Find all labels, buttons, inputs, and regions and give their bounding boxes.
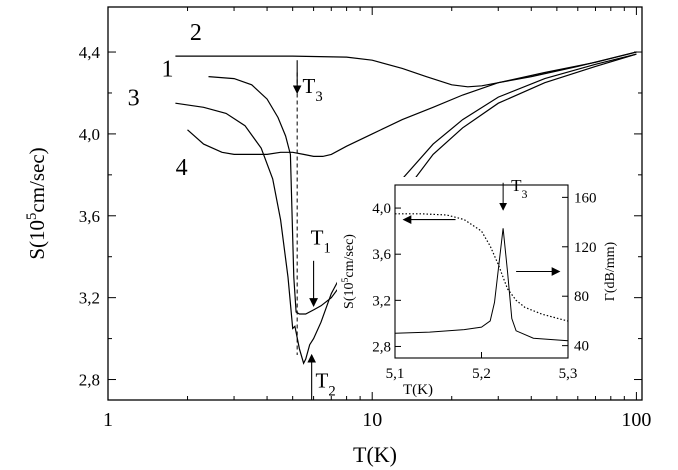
inset-y-tick-label: 3,2 xyxy=(372,293,391,309)
inset-y2-tick-label: 40 xyxy=(574,339,589,355)
inset-series-velocity xyxy=(395,213,569,322)
x-tick-label: 10 xyxy=(362,409,382,431)
y-axis-label-tail: cm/sec) xyxy=(25,147,49,212)
inset-x-tick-label: 5,3 xyxy=(559,366,578,382)
inset-background xyxy=(337,177,620,392)
annotation-T: T xyxy=(315,369,328,393)
inset-y-tick-label: 3,6 xyxy=(372,247,391,263)
curve-label-3: 3 xyxy=(128,85,140,111)
plot-frame xyxy=(107,6,643,401)
series-line-3 xyxy=(175,53,637,365)
annotation-T: T xyxy=(303,74,316,98)
inset-x-axis-label: T(K) xyxy=(403,382,433,398)
series-line-4 xyxy=(187,51,637,157)
inset-y2-axis-label: Γ(dB/mm) xyxy=(603,241,618,301)
y-tick-label: 3,6 xyxy=(79,207,100,226)
inset-y2-tick-label: 160 xyxy=(574,190,597,206)
inset-y-axis-label-sup: 5 xyxy=(340,277,351,282)
series-line-1 xyxy=(208,53,637,315)
series-line-2 xyxy=(175,51,637,88)
inset-y2-tick-label: 80 xyxy=(574,289,589,305)
y-axis-label-base: S(10 xyxy=(25,220,49,260)
inset-y-tick-label: 2,8 xyxy=(372,339,391,355)
x-tick-label: 1 xyxy=(103,409,113,431)
annotation-sub: 1 xyxy=(324,240,331,256)
annotation-label-T1: T1 xyxy=(311,225,331,256)
y-axis-label: S(105cm/sec) xyxy=(24,147,49,259)
inset-annotation-T: T xyxy=(511,176,522,195)
curve-label-2: 2 xyxy=(190,20,202,46)
inset-y-tick-label: 4,0 xyxy=(372,201,391,217)
curve-label-4: 4 xyxy=(176,155,188,181)
inset-x-tick-label: 5,2 xyxy=(472,366,491,382)
inset-annotation-sub: 3 xyxy=(522,187,528,201)
inset-series-attenuation xyxy=(394,228,569,342)
inset-y2-tick-label: 120 xyxy=(574,240,597,256)
inset-y-axis-label-tail: cm/sec) xyxy=(342,234,357,278)
y-axis-label-sup: 5 xyxy=(24,213,40,220)
annotation-label-T2: T2 xyxy=(315,369,335,400)
y-tick-label: 2,8 xyxy=(79,371,100,390)
y-tick-label: 4,0 xyxy=(79,125,100,144)
curve-label-1: 1 xyxy=(162,57,174,83)
annotation-sub: 2 xyxy=(328,384,335,400)
annotation-T: T xyxy=(311,225,324,249)
y-tick-label: 4,4 xyxy=(79,43,101,62)
inset-x-tick-label: 5,1 xyxy=(386,366,405,382)
annotation-label-T3: T3 xyxy=(303,74,323,105)
inset-y-axis-label: S(105cm/sec) xyxy=(340,234,358,309)
annotation-sub: 3 xyxy=(315,89,322,105)
x-axis-label: T(K) xyxy=(353,442,397,467)
y-tick-label: 3,2 xyxy=(79,289,100,308)
inset-y-axis-label-base: S(10 xyxy=(342,282,357,308)
inset-annotation-label: T3 xyxy=(511,176,527,201)
x-tick-label: 100 xyxy=(621,409,651,431)
